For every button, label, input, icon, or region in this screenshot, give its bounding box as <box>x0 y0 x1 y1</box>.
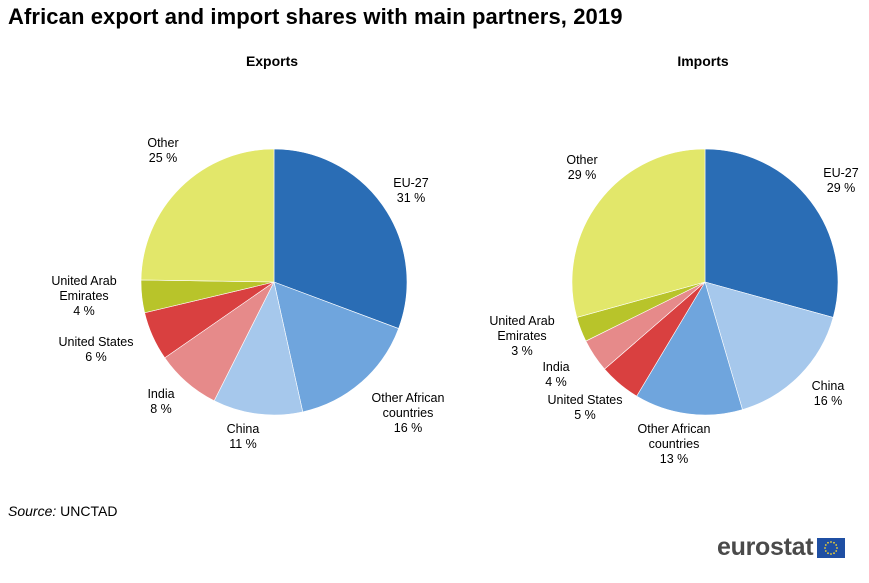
exports-slice-other-african-countries <box>273 281 399 413</box>
exports-label-india: India 8 % <box>147 387 174 416</box>
exports-subtitle: Exports <box>246 53 298 69</box>
source-note: Source: UNCTAD <box>8 503 117 519</box>
imports-slice-other-african-countries <box>636 281 743 416</box>
exports-label-other: Other 25 % <box>147 136 178 165</box>
chart-title: African export and import shares with ma… <box>8 4 623 29</box>
imports-slice-eu-27 <box>704 148 839 318</box>
imports-label-eu-27: EU-27 29 % <box>823 166 858 195</box>
imports-pie: Imports EU-27 29 % China 16 % Other African co… <box>489 53 858 466</box>
brand-name: eurostat <box>717 533 814 561</box>
source-value: UNCTAD <box>60 503 118 519</box>
imports-label-india: India 4 % <box>542 360 569 389</box>
eurostat-logo: eurostat <box>717 533 846 562</box>
imports-slice-other <box>571 148 706 318</box>
imports-subtitle: Imports <box>677 53 729 69</box>
source-label: Source: <box>8 503 57 519</box>
imports-label-united-states: United States 5 % <box>547 393 622 422</box>
exports-slice-china <box>213 281 304 416</box>
imports-label-united-arab-emirates: United Arab Emirates 3 % <box>489 314 554 358</box>
imports-slice-china <box>704 281 834 410</box>
exports-label-united-states: United States 6 % <box>58 335 133 364</box>
exports-slice-other <box>140 148 275 283</box>
exports-label-united-arab-emirates: United Arab Emirates 4 % <box>51 274 116 318</box>
eu-flag-icon <box>817 537 846 558</box>
exports-pie: Exports EU-27 31 % Other African countries 16… <box>51 53 444 451</box>
exports-slice-eu-27 <box>273 148 408 329</box>
imports-label-other-african-countries: Other African countries 13 % <box>638 422 711 466</box>
exports-label-china: China 11 % <box>227 422 260 451</box>
imports-label-other: Other 29 % <box>566 153 597 182</box>
exports-label-eu-27: EU-27 31 % <box>393 176 428 205</box>
exports-label-other-african-countries: Other African countries 16 % <box>372 391 445 435</box>
imports-label-china: China 16 % <box>812 379 845 408</box>
